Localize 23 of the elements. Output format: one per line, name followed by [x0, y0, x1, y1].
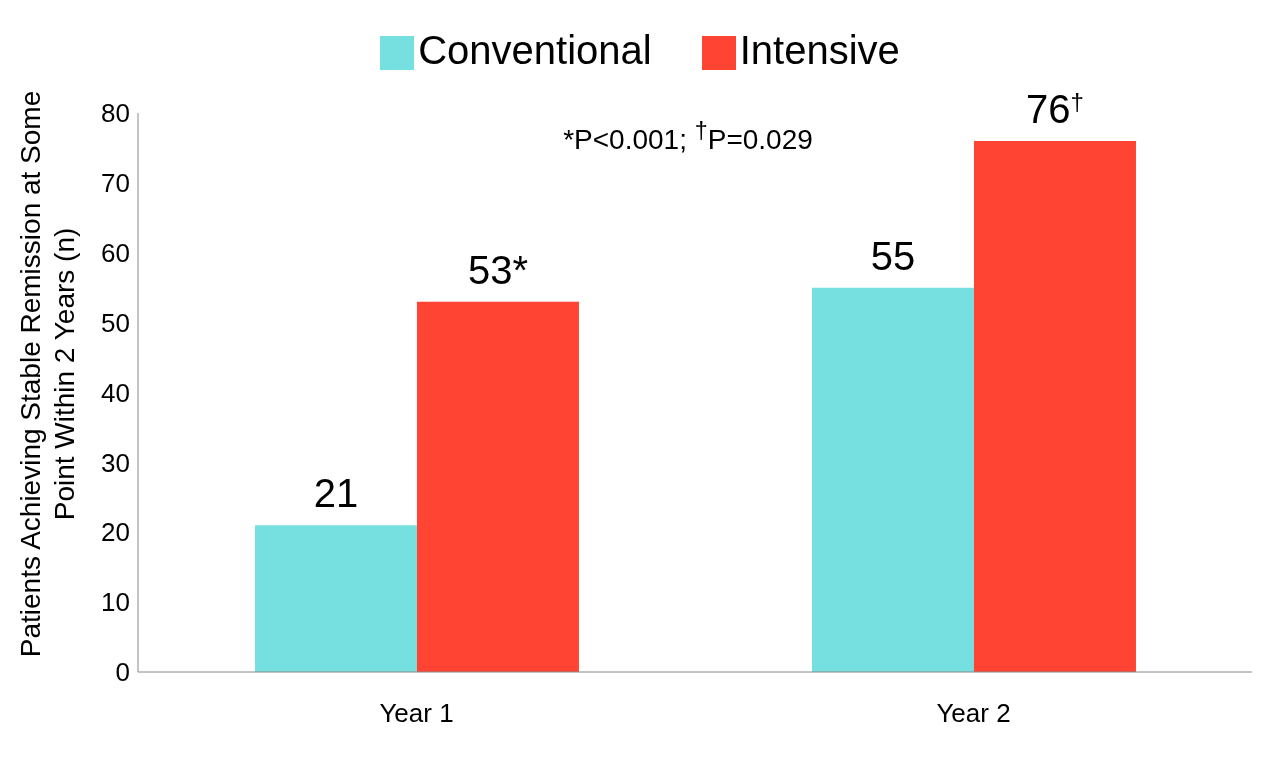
- data-label: 53*: [467, 247, 528, 292]
- y-tick-label: 50: [101, 307, 130, 338]
- legend-label: Conventional: [418, 28, 652, 72]
- y-tick-label: 80: [101, 98, 130, 129]
- y-tick-label: 40: [101, 377, 130, 408]
- bar: [416, 301, 579, 672]
- y-tick-label: 0: [115, 657, 130, 688]
- y-tick-label: 10: [101, 587, 130, 618]
- bar: [973, 140, 1136, 672]
- y-tick-label: 60: [101, 237, 130, 268]
- y-tick-label: 70: [101, 168, 130, 199]
- annotation: *P<0.001; $^{†}$P=0.029: [562, 118, 814, 157]
- y-tick-label: 20: [101, 517, 130, 548]
- legend-label: Intensive: [739, 28, 900, 72]
- data-label: 76$^{†}$: [1026, 86, 1084, 131]
- data-label: 21: [313, 471, 359, 516]
- bar: [811, 287, 974, 672]
- y-axis-title: Patients Achieving Stable Remission at Some Point Within 2 Years (n): [14, 89, 81, 660]
- data-label: 55: [870, 233, 916, 278]
- bar: [254, 525, 417, 672]
- x-tick-label: Year 1: [379, 698, 454, 729]
- y-tick-label: 30: [101, 447, 130, 478]
- x-tick-label: Year 2: [936, 698, 1011, 729]
